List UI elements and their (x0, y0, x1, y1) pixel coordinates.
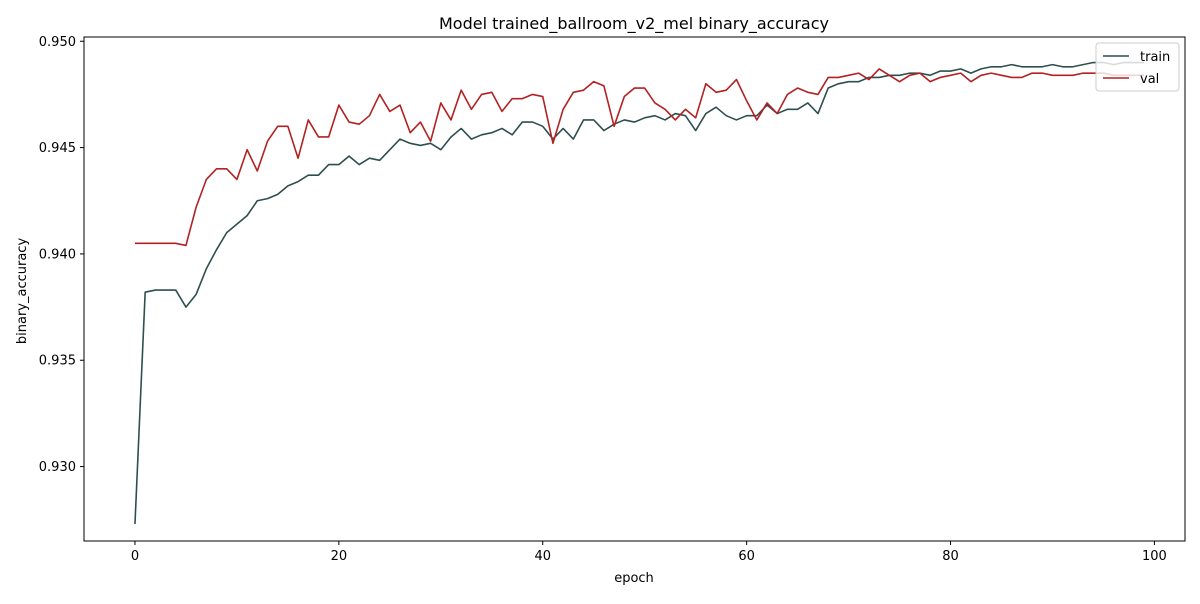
x-tick-label: 80 (942, 549, 959, 564)
chart-title: Model trained_ballroom_v2_mel binary_acc… (439, 14, 829, 34)
y-tick-label: 0.930 (39, 460, 76, 475)
x-tick-label: 20 (331, 549, 348, 564)
x-tick-label: 100 (1142, 549, 1167, 564)
legend-label-train: train (1140, 50, 1170, 65)
y-tick-label: 0.935 (39, 354, 76, 369)
legend: train val (1095, 42, 1180, 92)
plot-frame (83, 36, 1186, 542)
series-group (134, 61, 1145, 525)
x-axis-label: epoch (614, 571, 654, 586)
x-axis: 0 20 40 60 80 100 (131, 541, 1167, 564)
x-tick-label: 40 (534, 549, 551, 564)
y-axis-label: binary_accuracy (15, 238, 30, 345)
series-line-train (134, 61, 1145, 525)
series-line-val (134, 68, 1145, 247)
legend-box (1095, 42, 1180, 92)
x-tick-label: 0 (131, 549, 139, 564)
y-axis: 0.930 0.935 0.940 0.945 0.950 (39, 35, 84, 475)
y-tick-label: 0.940 (39, 247, 76, 262)
y-tick-label: 0.945 (39, 141, 76, 156)
x-tick-label: 60 (738, 549, 755, 564)
legend-label-val: val (1140, 72, 1159, 87)
plot-area (83, 36, 1186, 542)
y-tick-label: 0.950 (39, 35, 76, 50)
